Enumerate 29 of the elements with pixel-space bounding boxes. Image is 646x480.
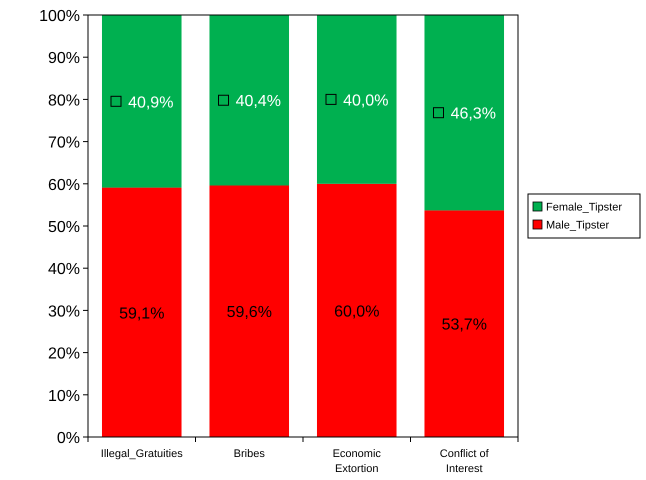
bar [316, 184, 397, 437]
y-tick-label: 0% [56, 430, 80, 447]
y-tick-label: 60% [48, 176, 80, 194]
y-tick-label: 100% [39, 8, 80, 25]
legend-label: Male_Tipster [546, 220, 610, 232]
data-label: 40,0% [343, 92, 388, 110]
data-label: 46,3% [450, 106, 496, 123]
data-label: 40,4% [236, 93, 281, 110]
bar [102, 188, 182, 437]
data-label: 59,6% [226, 304, 272, 322]
data-label: 40,9% [128, 94, 174, 112]
bar [209, 185, 290, 437]
y-tick-label: 40% [48, 261, 80, 278]
x-tick-label: Illegal_Gratuities [100, 448, 184, 460]
x-tick-label: Economic Extortion [332, 448, 382, 475]
x-tick-label: Conflict of Interest [440, 448, 490, 475]
y-tick-label: 50% [48, 219, 80, 236]
data-label: 60,0% [334, 303, 380, 320]
y-tick-label: 20% [48, 346, 80, 363]
data-label: 53,7% [442, 316, 487, 334]
y-tick-label: 70% [48, 134, 80, 152]
y-tick-label: 10% [48, 388, 80, 405]
x-tick-label: Bribes [234, 448, 266, 460]
bar [424, 210, 504, 437]
data-label: 59,1% [119, 305, 164, 322]
y-tick-label: 80% [48, 92, 80, 110]
y-tick-label: 90% [48, 50, 80, 68]
y-tick-label: 30% [48, 303, 80, 320]
legend-label: Female_Tipster [546, 202, 622, 214]
